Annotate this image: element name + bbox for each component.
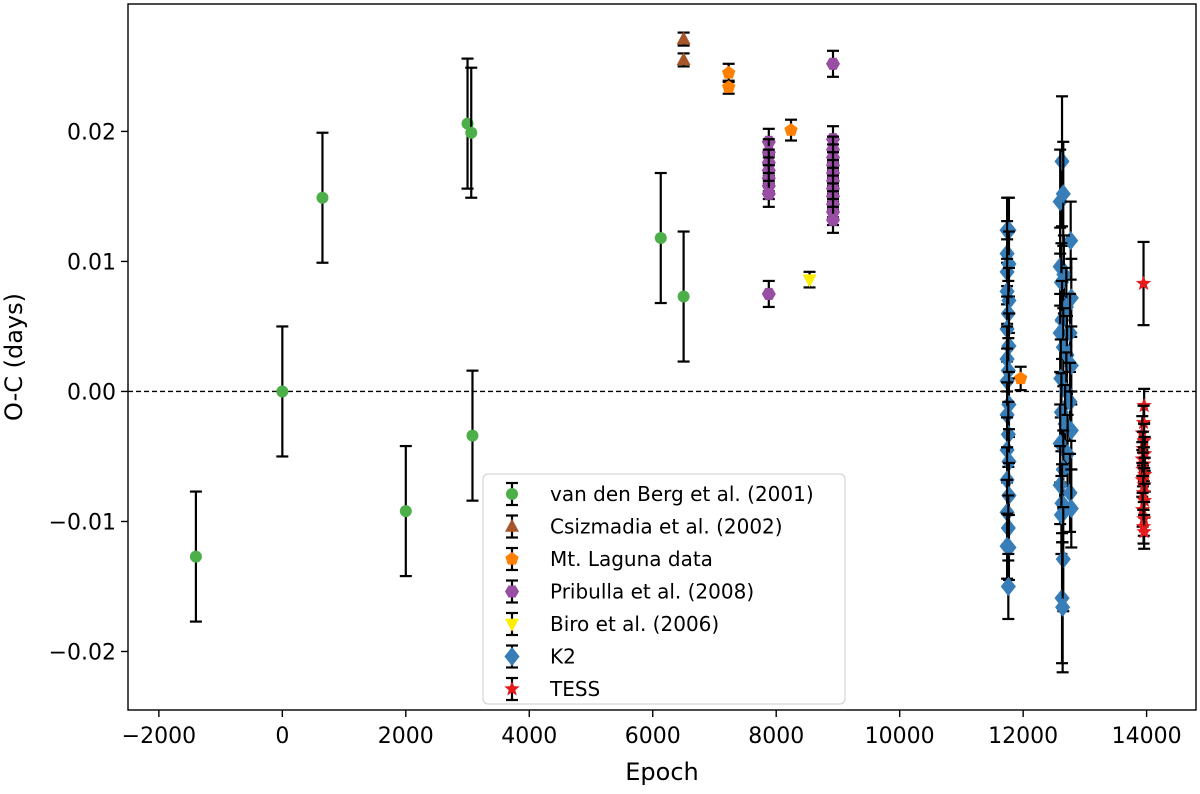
y-tick-label: 0.02 bbox=[67, 120, 116, 145]
y-tick-label: 0.01 bbox=[67, 250, 116, 275]
series-3 bbox=[722, 62, 1028, 392]
data-point bbox=[1062, 483, 1078, 503]
x-tick-label: 0 bbox=[275, 724, 289, 749]
legend-label: Pribulla et al. (2008) bbox=[550, 580, 754, 604]
data-point bbox=[999, 371, 1015, 391]
legend-marker bbox=[505, 618, 519, 632]
x-tick-label: 2000 bbox=[378, 724, 434, 749]
data-point bbox=[189, 550, 202, 563]
legend-label: van den Berg et al. (2001) bbox=[550, 482, 814, 506]
data-point bbox=[1053, 505, 1070, 525]
legend-marker bbox=[505, 585, 519, 598]
data-point bbox=[676, 52, 691, 66]
data-point bbox=[1135, 414, 1152, 430]
series-2 bbox=[676, 31, 691, 68]
data-point bbox=[465, 126, 478, 139]
legend-frame bbox=[482, 473, 846, 705]
legend-entry: van den Berg et al. (2001) bbox=[506, 481, 814, 507]
x-axis-ticks: −2000 0 2000 4000 6000 8000 10000 12000 14000 bbox=[122, 710, 1182, 749]
data-point bbox=[826, 213, 840, 226]
legend-entry: Biro et al. (2006) bbox=[505, 611, 719, 637]
series-5 bbox=[802, 270, 817, 289]
data-point bbox=[761, 187, 776, 200]
data-point bbox=[802, 274, 817, 288]
data-point bbox=[654, 232, 667, 245]
legend-entry: Pribulla et al. (2008) bbox=[505, 579, 754, 604]
y-tick-label: −0.02 bbox=[49, 640, 116, 665]
data-point bbox=[826, 57, 840, 70]
legend-marker bbox=[504, 646, 520, 667]
x-axis-label: Epoch bbox=[625, 758, 699, 786]
data-point bbox=[999, 405, 1015, 425]
data-point bbox=[1062, 392, 1078, 412]
data-point bbox=[1001, 537, 1017, 558]
legend-marker bbox=[505, 518, 519, 532]
data-point bbox=[1136, 492, 1153, 508]
legend-label: TESS bbox=[549, 677, 600, 701]
data-point bbox=[1001, 254, 1017, 274]
legend-label: Csizmadia et al. (2002) bbox=[550, 515, 783, 539]
x-tick-label: 12000 bbox=[988, 724, 1058, 749]
data-point bbox=[1052, 475, 1068, 495]
data-point bbox=[784, 123, 798, 136]
data-point bbox=[999, 502, 1015, 522]
data-point bbox=[676, 31, 691, 45]
legend-marker bbox=[506, 488, 518, 500]
data-point bbox=[1055, 337, 1071, 357]
data-point bbox=[466, 429, 479, 442]
data-point bbox=[1000, 576, 1016, 597]
legend-entry: TESS bbox=[504, 676, 600, 702]
data-point bbox=[316, 191, 329, 204]
series-6 bbox=[999, 95, 1079, 674]
x-tick-label: 10000 bbox=[865, 724, 935, 749]
data-point bbox=[1063, 420, 1079, 441]
data-point bbox=[761, 287, 776, 300]
series-7 bbox=[1134, 240, 1153, 550]
data-point bbox=[399, 505, 412, 518]
y-axis-ticks: −0.02 −0.01 0.00 0.01 0.02 bbox=[49, 120, 128, 665]
legend-entry: Mt. Laguna data bbox=[505, 546, 713, 572]
x-tick-label: 6000 bbox=[625, 724, 681, 749]
legend-label: K2 bbox=[550, 645, 576, 669]
data-point bbox=[722, 80, 736, 93]
data-point bbox=[1135, 275, 1152, 291]
data-point bbox=[1063, 355, 1079, 376]
data-point bbox=[1001, 220, 1017, 240]
legend-label: Biro et al. (2006) bbox=[550, 612, 719, 636]
data-point bbox=[1136, 523, 1152, 539]
x-tick-label: −2000 bbox=[122, 724, 196, 749]
series-1 bbox=[189, 57, 690, 623]
data-point bbox=[1054, 151, 1070, 171]
y-tick-label: 0.00 bbox=[67, 380, 116, 405]
series-4 bbox=[761, 49, 840, 309]
data-point bbox=[1000, 361, 1016, 381]
data-point bbox=[1014, 371, 1028, 385]
x-tick-label: 4000 bbox=[501, 724, 557, 749]
y-axis-label: O-C (days) bbox=[0, 293, 28, 421]
legend-marker bbox=[505, 552, 519, 565]
legend-entry: Csizmadia et al. (2002) bbox=[505, 514, 783, 539]
data-point bbox=[999, 281, 1015, 301]
data-point bbox=[722, 65, 736, 79]
x-tick-label: 14000 bbox=[1112, 724, 1182, 749]
plot-frame bbox=[127, 3, 1197, 711]
data-point bbox=[1001, 452, 1017, 472]
data-point bbox=[677, 290, 690, 303]
y-tick-label: −0.01 bbox=[49, 510, 116, 535]
legend-marker bbox=[504, 680, 520, 696]
data-layer bbox=[189, 31, 1153, 674]
x-tick-label: 8000 bbox=[748, 724, 804, 749]
data-point bbox=[276, 385, 289, 398]
legend-label: Mt. Laguna data bbox=[550, 547, 713, 571]
data-point bbox=[1055, 459, 1071, 480]
data-point bbox=[1055, 184, 1071, 204]
data-point bbox=[1055, 597, 1071, 617]
legend-entry: K2 bbox=[504, 644, 576, 669]
data-point bbox=[1063, 498, 1079, 519]
legend: van den Berg et al. (2001) Csizmadia et a… bbox=[482, 473, 846, 705]
